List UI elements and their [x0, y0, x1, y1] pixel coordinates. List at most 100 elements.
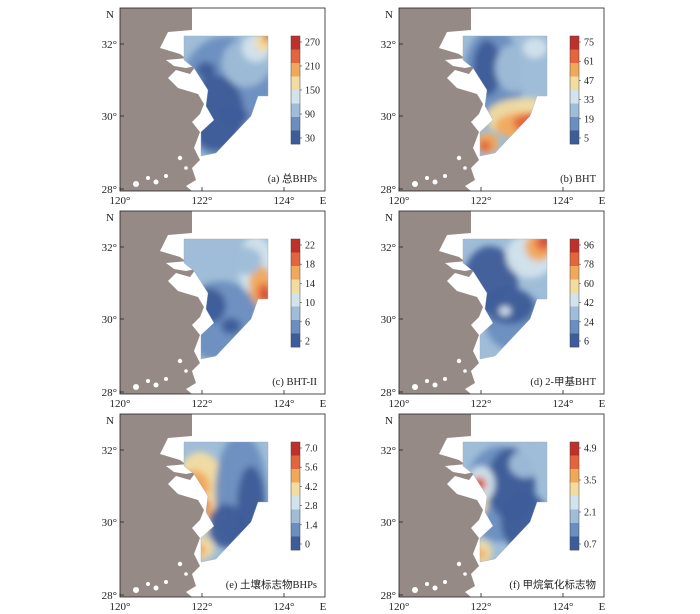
colorbar-tick-label: 0	[305, 540, 310, 551]
y-tick-label: 30°	[381, 517, 396, 529]
colorbar-band	[291, 333, 300, 348]
colorbar-band	[291, 36, 300, 50]
contour-band	[535, 239, 547, 251]
contour-band	[499, 306, 511, 316]
colorbar-tick-label: 78	[584, 260, 594, 271]
colorbar-tick-label: 1.4	[305, 520, 318, 531]
colorbar-band	[291, 252, 300, 267]
island	[463, 166, 467, 170]
colorbar-band	[291, 266, 300, 280]
colorbar-band	[570, 279, 579, 294]
y-tick-label: 28°	[381, 184, 396, 196]
island	[153, 382, 159, 388]
x-tick-label: 122°	[192, 195, 213, 207]
island	[133, 587, 139, 593]
map-svg: 120° 122° 124° E 32° 30° 28° N (d) 2-甲基BHT 96 78 60…	[381, 210, 606, 410]
colorbar-band	[570, 306, 579, 321]
colorbar-tick-label: 0.7	[584, 540, 597, 551]
y-tick-label: 28°	[102, 184, 117, 196]
y-tick-label: 32°	[381, 445, 396, 457]
colorbar-band	[570, 49, 579, 64]
island	[146, 379, 150, 383]
y-tick-label: 30°	[102, 517, 117, 529]
y-tick-label: 30°	[102, 111, 117, 123]
colorbar-tick-label: 24	[584, 317, 594, 328]
colorbar-band	[291, 320, 300, 334]
colorbar-band	[291, 130, 300, 145]
contour-band	[523, 38, 547, 58]
contour-band	[208, 504, 244, 548]
contour-band	[263, 291, 268, 299]
colorbar-band	[570, 63, 579, 77]
island	[425, 176, 429, 180]
colorbar-tick-label: 19	[584, 114, 594, 125]
colorbar-band	[291, 49, 300, 64]
colorbar-band	[570, 76, 579, 91]
colorbar-band	[570, 509, 579, 524]
y-tick-label: 32°	[102, 242, 117, 254]
x-tick-label: 120°	[389, 601, 410, 613]
y-tick-label: 30°	[102, 314, 117, 326]
contour-band	[265, 36, 268, 39]
colorbar-band	[570, 266, 579, 280]
island	[153, 585, 159, 591]
x-axis-label: E	[599, 195, 606, 207]
colorbar-band	[291, 306, 300, 321]
island	[177, 561, 183, 567]
colorbar-band	[570, 130, 579, 145]
island	[164, 174, 168, 178]
island	[146, 176, 150, 180]
colorbar-band	[291, 536, 300, 551]
y-tick-label: 30°	[381, 111, 396, 123]
colorbar-tick-label: 14	[305, 279, 315, 290]
panel-caption: (b) BHT	[560, 174, 596, 185]
x-tick-label: 124°	[274, 601, 295, 613]
y-tick-label: 30°	[381, 314, 396, 326]
map-panel-b: 120° 122° 124° E 32° 30° 28° N (b) BHT 75 61 47 33 19…	[375, 7, 650, 208]
x-tick-label: 124°	[274, 195, 295, 207]
land-mass	[120, 414, 204, 597]
island	[432, 179, 438, 185]
colorbar-tick-label: 96	[584, 241, 594, 252]
colorbar-band	[291, 293, 300, 307]
land-mass	[399, 414, 483, 597]
y-tick-label: 32°	[102, 39, 117, 51]
colorbar-tick-label: 42	[584, 298, 594, 309]
colorbar-band	[291, 469, 300, 483]
y-axis-label: N	[106, 9, 114, 21]
colorbar-band	[291, 279, 300, 294]
colorbar-band	[570, 117, 579, 131]
x-tick-label: 122°	[471, 398, 492, 410]
island	[425, 582, 429, 586]
island	[443, 580, 447, 584]
colorbar-band	[570, 496, 579, 510]
island	[153, 179, 159, 185]
island	[456, 155, 462, 161]
colorbar-band	[291, 103, 300, 118]
colorbar-tick-label: 6	[584, 337, 589, 348]
island	[164, 580, 168, 584]
y-axis-label: N	[106, 415, 114, 427]
colorbar-tick-label: 61	[584, 57, 594, 68]
contour-band	[542, 239, 547, 244]
island	[184, 166, 188, 170]
panel-caption: (f) 甲烷氧化标志物	[509, 578, 596, 591]
x-tick-label: 124°	[553, 195, 574, 207]
colorbar-tick-label: 90	[305, 110, 315, 121]
colorbar-tick-label: 5.6	[305, 463, 318, 474]
map-svg: 120° 122° 124° E 32° 30° 28° N (b) BHT 75 61 47 33 19…	[381, 7, 606, 207]
survey-boundary	[183, 441, 269, 563]
land-mass	[120, 211, 204, 394]
colorbar-tick-label: 18	[305, 260, 315, 271]
map-svg: 120° 122° 124° E 32° 30° 28° N (f) 甲烷氧化标志物 4.9 3.5…	[381, 413, 606, 613]
colorbar-band	[570, 482, 579, 497]
island	[412, 181, 418, 187]
contour-band	[486, 288, 534, 324]
colorbar-tick-label: 22	[305, 241, 315, 252]
colorbar-tick-label: 3.5	[584, 476, 597, 487]
map-svg: 120° 122° 124° E 32° 30° 28° N (c) BHT-II 22 18 14 1…	[102, 210, 327, 410]
map-panel-f: 120° 122° 124° E 32° 30° 28° N (f) 甲烷氧化标志物 4.9 3.5…	[375, 413, 650, 614]
colorbar-tick-label: 2.1	[584, 508, 597, 519]
island	[432, 382, 438, 388]
colorbar-band	[570, 90, 579, 104]
